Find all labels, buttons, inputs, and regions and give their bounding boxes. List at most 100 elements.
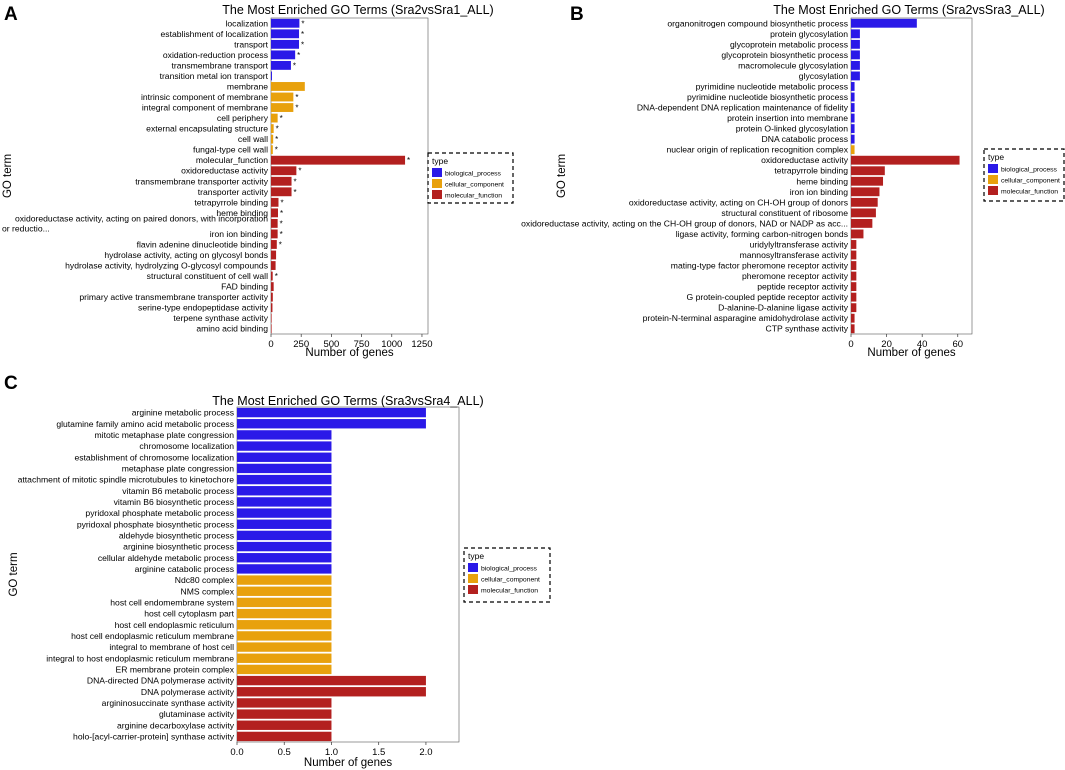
legend-title: type <box>988 152 1004 162</box>
category-label: metaphase plate congression <box>122 463 234 473</box>
category-label: cellular aldehyde metabolic process <box>98 553 234 563</box>
significance-star: * <box>280 219 283 228</box>
legend-swatch-molecular-function <box>468 585 478 594</box>
bar-biological-process <box>851 50 860 60</box>
legend-swatch-molecular-function <box>432 190 442 199</box>
significance-star: * <box>280 230 283 239</box>
significance-star: * <box>280 209 283 218</box>
bar-molecular-function <box>851 155 960 165</box>
bar-cellular-component <box>237 653 332 663</box>
bar-biological-process <box>237 430 332 440</box>
legend: type biological_process cellular_component… <box>427 152 514 204</box>
category-label: transmembrane transporter activity <box>135 176 268 186</box>
x-axis-label: Number of genes <box>305 347 393 359</box>
bar-biological-process <box>237 530 332 541</box>
bar-molecular-function <box>851 282 857 292</box>
category-label: iron ion binding <box>790 187 849 197</box>
bar-biological-process <box>237 564 332 574</box>
category-label: protein insertion into membrane <box>727 113 848 123</box>
category-label: pyridoxal phosphate biosynthetic process <box>77 519 234 529</box>
significance-star: * <box>297 51 300 60</box>
significance-star: * <box>407 156 410 165</box>
bar-molecular-function <box>271 313 272 323</box>
bar-molecular-function <box>851 218 873 228</box>
bar-molecular-function <box>851 324 855 334</box>
x-tick-label: 0.0 <box>230 747 243 758</box>
significance-star: * <box>276 125 279 134</box>
category-label: chromosome localization <box>139 441 234 451</box>
category-label: host cell cytoplasm part <box>144 609 234 619</box>
bar-cellular-component <box>271 103 294 112</box>
x-tick-label: 0.5 <box>278 747 291 758</box>
bar-biological-process <box>237 497 332 507</box>
x-tick-label: 60 <box>952 339 963 350</box>
bar-molecular-function <box>271 292 273 302</box>
significance-star: * <box>295 104 298 113</box>
category-label: arginine metabolic process <box>132 408 234 418</box>
category-label: protein glycosylation <box>770 29 848 39</box>
category-label: tetrapyrrole binding <box>194 197 268 207</box>
category-label: amino acid binding <box>196 324 268 334</box>
bar-biological-process <box>237 541 332 552</box>
category-label: fungal-type cell wall <box>193 145 268 155</box>
category-label: glutamine family amino acid metabolic pr… <box>56 419 234 429</box>
category-label: G protein-coupled peptide receptor activ… <box>687 292 849 302</box>
category-label: mannosyltransferase activity <box>740 250 849 260</box>
bar-biological-process <box>237 474 332 485</box>
category-label: host cell endoplasmic reticulum membrane <box>71 631 234 641</box>
bar-biological-process <box>271 50 296 60</box>
legend-label: cellular_component <box>1001 178 1060 185</box>
bar-molecular-function <box>237 687 426 697</box>
category-label: oxidoreductase activity <box>181 166 269 176</box>
panel-a: A The Most Enriched GO Terms (Sra2vsSra1_… <box>2 3 514 359</box>
category-label: macromolecule glycosylation <box>738 60 848 70</box>
x-tick-label: 500 <box>323 339 339 350</box>
significance-star: * <box>280 114 283 123</box>
significance-star: * <box>275 135 278 144</box>
bar-cellular-component <box>237 608 332 619</box>
legend-label: cellular_component <box>481 577 540 584</box>
bar-molecular-function <box>271 155 406 165</box>
significance-star: * <box>301 19 304 28</box>
panel-letter: A <box>4 4 18 25</box>
category-label: DNA polymerase activity <box>141 687 235 697</box>
category-label: host cell endomembrane system <box>110 597 234 607</box>
bar-molecular-function <box>271 324 272 334</box>
panel-letter: C <box>4 373 18 394</box>
legend-swatch-cellular-component <box>988 175 998 184</box>
category-label: cell periphery <box>217 113 269 123</box>
bar-biological-process <box>851 92 855 102</box>
x-tick-label: 1250 <box>411 339 432 350</box>
x-tick-label: 1.5 <box>372 747 385 758</box>
category-label: transport <box>234 39 269 49</box>
legend-label: biological_process <box>1001 167 1058 174</box>
category-label: structural constituent of cell wall <box>147 271 268 281</box>
category-label: molecular_function <box>196 155 268 165</box>
category-label: tetrapyrrole binding <box>774 166 848 176</box>
bar-molecular-function <box>271 197 279 207</box>
bar-cellular-component <box>237 575 332 585</box>
category-label: integral to host endoplasmic reticulum m… <box>46 653 234 663</box>
bar-biological-process <box>271 39 300 49</box>
category-label: establishment of localization <box>161 29 269 39</box>
bar-molecular-function <box>851 271 857 281</box>
category-label: intrinsic component of membrane <box>141 92 268 102</box>
legend-swatch-cellular-component <box>468 574 478 583</box>
bar-molecular-function <box>851 208 876 218</box>
bar-cellular-component <box>271 134 274 144</box>
category-label: transition metal ion transport <box>160 71 269 81</box>
x-tick-label: 750 <box>354 339 370 350</box>
bar-molecular-function <box>271 218 278 228</box>
significance-star: * <box>279 240 282 249</box>
legend-label: biological_process <box>481 566 538 573</box>
bar-biological-process <box>237 486 332 496</box>
bar-cellular-component <box>271 124 274 134</box>
category-label: DNA-directed DNA polymerase activity <box>87 676 235 686</box>
bar-biological-process <box>851 113 855 123</box>
category-label: iron ion binding <box>210 229 269 239</box>
chart-title: The Most Enriched GO Terms (Sra2vsSra3_A… <box>773 3 1044 17</box>
bar-biological-process <box>851 124 855 134</box>
bar-molecular-function <box>851 229 864 239</box>
bar-molecular-function <box>851 250 857 260</box>
bar-biological-process <box>851 60 860 70</box>
